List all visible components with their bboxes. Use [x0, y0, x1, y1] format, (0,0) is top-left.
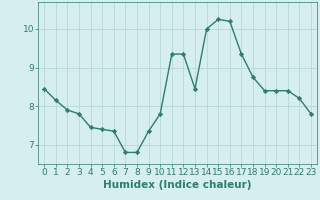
- X-axis label: Humidex (Indice chaleur): Humidex (Indice chaleur): [103, 180, 252, 190]
